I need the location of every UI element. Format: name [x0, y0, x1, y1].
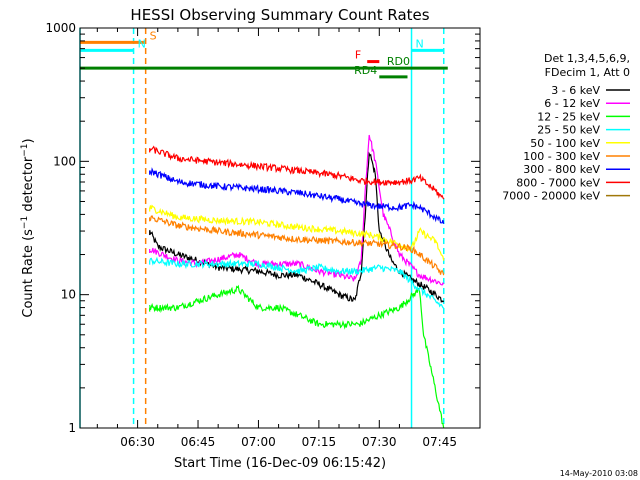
- x-tick-label-4: 07:15: [302, 435, 337, 449]
- plot-frame: [79, 27, 481, 429]
- x-axis-label: Start Time (16-Dec-09 06:15:42): [174, 456, 386, 471]
- annotation-label-1: S: [150, 29, 157, 42]
- y-axis-label: Count Rate (s−1 detector−1): [20, 138, 36, 317]
- legend-label-2: 6 - 12 keV: [544, 97, 600, 110]
- legend-label-8: 800 - 7000 keV: [516, 176, 600, 189]
- x-tick-label-6: 07:45: [422, 435, 457, 449]
- legend-label-4: 25 - 50 keV: [537, 124, 600, 137]
- x-tick-label-3: 07:00: [241, 435, 276, 449]
- legend-label-7: 300 - 800 keV: [523, 163, 600, 176]
- timestamp: 14-May-2010 03:08: [560, 469, 638, 478]
- series-line-7: [149, 167, 445, 224]
- y-label-base: Count Rate (s: [21, 229, 36, 318]
- series-layer: [149, 134, 445, 429]
- series-line-8: [149, 145, 445, 200]
- chart-title: HESSI Observing Summary Count Rates: [130, 6, 429, 24]
- legend-label-1: 3 - 6 keV: [551, 84, 600, 97]
- series-line-3: [149, 284, 445, 429]
- series-line-6: [149, 215, 445, 276]
- y-tick-label-2: 10: [61, 288, 76, 302]
- x-axis: 06:30 06:45 07:00 07:15 07:30 07:45: [96, 28, 457, 449]
- y-tick-label-4: 1000: [45, 21, 76, 35]
- y-label-mid: detector: [21, 156, 36, 216]
- legend-label-5: 50 - 100 keV: [530, 137, 600, 150]
- series-line-2: [149, 134, 445, 286]
- y-tick-label-1: 1: [68, 421, 76, 435]
- annotation-label-6: RD4: [354, 64, 377, 77]
- y-label-end: ): [21, 138, 36, 143]
- x-tick-label-1: 06:30: [120, 435, 155, 449]
- y-axis: 1 10 100 1000: [45, 21, 480, 435]
- annotation-label-5: RD0: [387, 55, 410, 68]
- legend-label-9: 7000 - 20000 keV: [502, 190, 600, 203]
- legend-label-3: 12 - 25 keV: [537, 110, 600, 123]
- legend-label-6: 100 - 300 keV: [523, 150, 600, 163]
- annotation-label-2: N: [138, 37, 146, 50]
- x-tick-label-5: 07:30: [362, 435, 397, 449]
- legend-header-line-1: Det 1,3,4,5,6,9,: [544, 52, 630, 65]
- y-tick-label-3: 100: [53, 154, 76, 168]
- series-line-5: [149, 204, 445, 261]
- annotation-label-4: F: [355, 49, 361, 62]
- annotation-label-3: N: [416, 37, 424, 50]
- x-tick-label-2: 06:45: [181, 435, 216, 449]
- series-line-4: [149, 256, 444, 309]
- legend-header-line-2: FDecim 1, Att 0: [545, 66, 630, 79]
- y-label-exp2: −1: [20, 143, 30, 156]
- y-label-exp1: −1: [20, 216, 30, 229]
